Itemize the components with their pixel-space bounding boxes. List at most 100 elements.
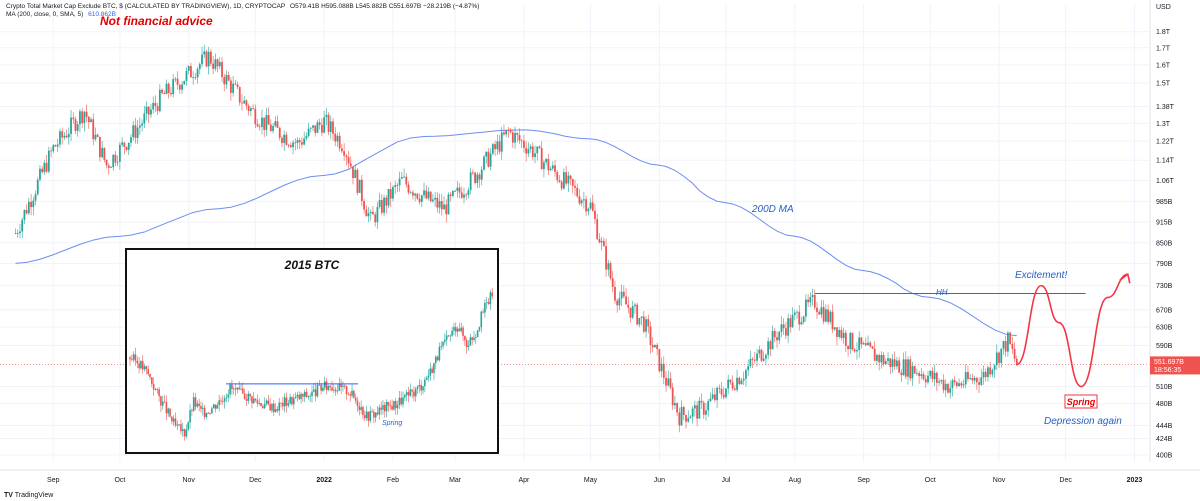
inset-candle-body [376,412,379,415]
candle-body [833,327,836,330]
watermark-text: TradingView [14,492,54,499]
candle-body [112,154,115,168]
candle-body [96,134,99,137]
inset-candle-body [411,389,413,392]
candle-body [836,327,838,337]
candle-body [747,366,750,371]
candle-body [602,240,605,247]
candle-body [398,178,401,186]
candle-body [269,124,272,132]
candle-body [365,209,368,217]
indicator-header[interactable]: MA (200, close, 0, SMA, 5) 610.862B [6,11,119,18]
inset-candle-body [161,401,164,406]
candle-body [514,133,516,143]
inset-candle-body [456,328,459,332]
y-tick-label: 1.38T [1156,104,1175,111]
inset-candle-body [480,311,483,328]
inset-candle-body [398,397,401,406]
candle-body [585,199,588,212]
candle-body [671,387,674,406]
inset-candle-body [280,402,282,404]
y-tick-label: 630B [1156,325,1173,332]
candle-body [693,405,696,409]
candle-body [600,240,603,243]
candle-body [225,75,228,85]
candle-body [629,307,632,318]
candle-body [975,378,978,383]
candle-body [984,371,987,378]
time-axis[interactable]: Sep Oct Nov Dec 2022 Feb Mar Apr May Jun Jul Aug Sep… [0,469,1200,484]
inset-candle-body [169,408,171,417]
candle-body [700,400,703,403]
candle-body [998,352,1000,364]
inset-candle-body [471,337,473,340]
y-tick-label: 1.14T [1156,158,1175,165]
candle-body [516,133,519,136]
candle-body [161,89,163,93]
candle-body [882,354,885,365]
candle-body [23,209,26,220]
inset-candle-body [373,411,375,418]
candles [14,44,1018,433]
candle-body [511,132,514,143]
inset-candle-body [278,402,281,411]
inset-2015-btc: 2015 BTC Spring [125,248,499,454]
inset-candle-body [327,386,330,390]
symbol-title: Crypto Total Market Cap Exclude BTC, $ (… [6,3,286,10]
candle-body [489,153,492,167]
inset-candle-body [243,393,246,400]
x-tick-label: Oct [925,477,936,484]
inset-candle-body [371,411,373,413]
inset-candle-body [436,356,439,361]
inset-candle-body [475,336,477,338]
inset-candle-body [245,399,248,401]
inset-candle-body [263,403,266,408]
candle-body [676,402,679,413]
candle-body [622,291,625,297]
candle-body [725,388,727,398]
candle-body [289,145,292,148]
candle-body [43,162,46,173]
y-tick-label: 1.06T [1156,178,1175,185]
inset-candle-body [141,361,144,370]
ma-200-line [15,129,1017,337]
candle-body [81,111,84,124]
candle-body [274,121,277,127]
tradingview-logo[interactable]: TV TradingView [4,492,53,499]
candle-body [576,187,579,197]
candle-body [609,263,612,279]
inset-candle-body [467,345,470,348]
candle-body [380,200,383,213]
inset-candle-body [482,311,484,313]
candle-body [87,116,90,123]
price-axis[interactable]: 1.8T 1.7T 1.6T 1.5T 1.38T 1.3T 1.22T 1.14T 1.06T… [1149,0,1200,462]
candle-body [76,124,79,131]
candle-body [416,193,419,199]
candle-body [638,317,641,325]
candle-body [545,158,548,163]
candle-body [278,127,281,138]
candle-body [323,117,326,133]
candle-body [285,134,288,145]
inset-candle-body [154,389,157,390]
inset-candle-body [207,412,210,414]
inset-candle-body [216,405,219,409]
inset-candle-body [374,412,377,418]
candle-body [813,294,816,308]
inset-candle-body [223,398,226,402]
candle-body [904,359,907,377]
grid [0,4,1150,462]
candle-body [938,381,940,383]
candle-body [547,158,550,171]
candle-body [403,176,405,178]
candle-body [776,337,778,341]
x-tick-label: Jun [654,477,665,484]
candle-body [598,239,601,243]
candle-body [993,365,996,370]
candle-body [414,193,417,196]
candle-body [336,135,339,142]
candle-body [194,77,197,79]
inset-candle-body [305,391,308,397]
inset-candle-body [449,335,452,337]
